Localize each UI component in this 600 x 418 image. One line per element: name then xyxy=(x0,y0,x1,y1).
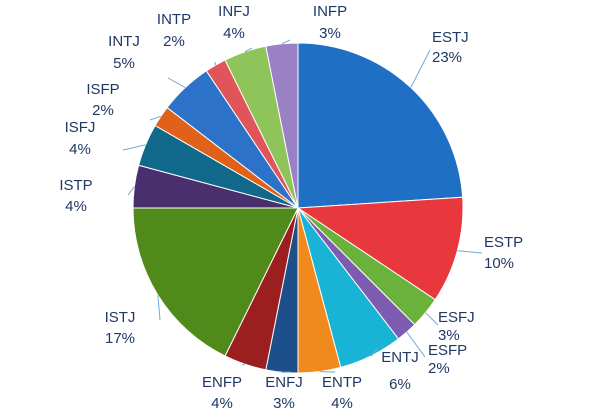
leader-line-intj xyxy=(167,77,186,89)
slice-label-esfj: ESFJ xyxy=(438,309,475,326)
slice-percent-intj: 5% xyxy=(113,55,135,72)
leader-line-isfp xyxy=(149,115,161,121)
leader-line-enfp xyxy=(241,363,246,366)
slice-label-infj: INFJ xyxy=(218,3,250,20)
pie-slice-istj xyxy=(132,207,299,357)
leader-line-istj xyxy=(157,295,161,321)
slice-label-entp: ENTP xyxy=(322,374,362,391)
leader-line-istp xyxy=(127,186,135,196)
leader-line-esfj xyxy=(425,312,439,326)
slice-percent-istp: 4% xyxy=(65,198,87,215)
leader-line-isfj xyxy=(122,144,146,151)
leader-line-infp xyxy=(281,39,291,45)
slice-percent-estp: 10% xyxy=(484,255,514,272)
slice-label-enfj: ENFJ xyxy=(265,374,303,391)
slice-percent-esfj: 3% xyxy=(438,327,460,344)
slice-percent-enfp: 4% xyxy=(211,395,233,412)
slice-label-intp: INTP xyxy=(157,11,191,28)
slice-percent-isfj: 4% xyxy=(69,141,91,158)
pie-slice-estp xyxy=(296,196,464,301)
slice-percent-infj: 4% xyxy=(223,25,245,42)
slice-label-estp: ESTP xyxy=(484,234,523,251)
slice-percent-isfp: 2% xyxy=(92,102,114,119)
slice-percent-entj: 6% xyxy=(389,376,411,393)
leader-line-estj xyxy=(410,49,431,88)
slice-label-entj: ENTJ xyxy=(381,349,419,366)
slice-percent-esfp: 2% xyxy=(428,360,450,377)
leader-line-esfp xyxy=(406,331,426,358)
slice-label-istp: ISTP xyxy=(59,177,92,194)
leader-line-infj xyxy=(244,47,253,53)
slice-label-estj: ESTJ xyxy=(432,29,469,46)
pie-slice-infp xyxy=(265,42,299,209)
leader-line-intp xyxy=(214,61,216,66)
slice-label-isfj: ISFJ xyxy=(65,119,96,136)
leader-line-estp xyxy=(457,250,483,254)
slice-percent-intp: 2% xyxy=(163,33,185,50)
slice-label-intj: INTJ xyxy=(108,33,140,50)
leader-line-entj xyxy=(370,347,379,357)
slice-percent-entp: 4% xyxy=(331,395,353,412)
slice-label-esfp: ESFP xyxy=(428,342,467,359)
slice-label-istj: ISTJ xyxy=(105,309,136,326)
slice-label-infp: INFP xyxy=(313,3,347,20)
pie-slice-estj xyxy=(297,42,464,209)
slice-percent-infp: 3% xyxy=(319,25,341,42)
slice-percent-estj: 23% xyxy=(432,49,462,66)
slice-label-isfp: ISFP xyxy=(86,81,119,98)
slice-percent-enfj: 3% xyxy=(273,395,295,412)
slice-percent-istj: 17% xyxy=(105,330,135,347)
slice-label-enfp: ENFP xyxy=(202,374,242,391)
